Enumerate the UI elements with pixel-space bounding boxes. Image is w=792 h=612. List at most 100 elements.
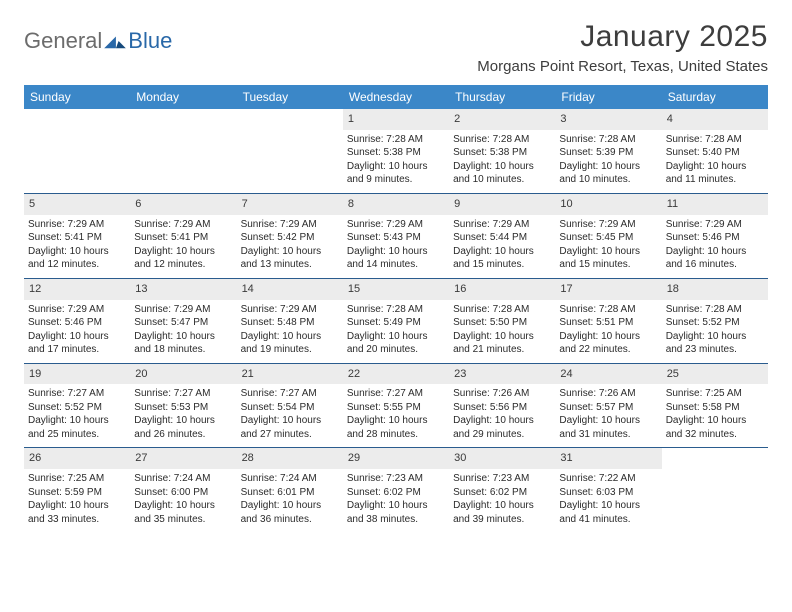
dow-sunday: Sunday [24,85,130,109]
sunset-text: Sunset: 5:59 PM [28,486,126,500]
sunset-text: Sunset: 5:48 PM [241,316,339,330]
logo-mark-icon [104,32,126,50]
day-cell: 12Sunrise: 7:29 AMSunset: 5:46 PMDayligh… [24,279,130,363]
day-number: 6 [130,194,236,215]
day-number: 4 [662,109,768,130]
week-row: 26Sunrise: 7:25 AMSunset: 5:59 PMDayligh… [24,448,768,532]
daylight-text: Daylight: 10 hours and 23 minutes. [666,330,764,357]
sunrise-text: Sunrise: 7:27 AM [28,387,126,401]
day-cell: 5Sunrise: 7:29 AMSunset: 5:41 PMDaylight… [24,194,130,278]
sunrise-text: Sunrise: 7:28 AM [666,303,764,317]
sunrise-text: Sunrise: 7:25 AM [28,472,126,486]
day-cell [24,109,130,193]
sunset-text: Sunset: 6:00 PM [134,486,232,500]
sunrise-text: Sunrise: 7:29 AM [134,303,232,317]
sunrise-text: Sunrise: 7:28 AM [666,133,764,147]
sunrise-text: Sunrise: 7:23 AM [347,472,445,486]
day-number: 13 [130,279,236,300]
sunset-text: Sunset: 5:52 PM [666,316,764,330]
week-row: 19Sunrise: 7:27 AMSunset: 5:52 PMDayligh… [24,364,768,449]
day-cell: 17Sunrise: 7:28 AMSunset: 5:51 PMDayligh… [555,279,661,363]
sunset-text: Sunset: 5:40 PM [666,146,764,160]
dow-wednesday: Wednesday [343,85,449,109]
day-cell [662,448,768,532]
day-cell: 3Sunrise: 7:28 AMSunset: 5:39 PMDaylight… [555,109,661,193]
day-cell: 19Sunrise: 7:27 AMSunset: 5:52 PMDayligh… [24,364,130,448]
day-cell: 15Sunrise: 7:28 AMSunset: 5:49 PMDayligh… [343,279,449,363]
day-number: 25 [662,364,768,385]
day-cell: 14Sunrise: 7:29 AMSunset: 5:48 PMDayligh… [237,279,343,363]
daylight-text: Daylight: 10 hours and 36 minutes. [241,499,339,526]
daylight-text: Daylight: 10 hours and 12 minutes. [28,245,126,272]
day-of-week-header: Sunday Monday Tuesday Wednesday Thursday… [24,85,768,109]
logo-text-blue: Blue [128,28,172,54]
day-cell: 20Sunrise: 7:27 AMSunset: 5:53 PMDayligh… [130,364,236,448]
sunset-text: Sunset: 5:46 PM [28,316,126,330]
daylight-text: Daylight: 10 hours and 33 minutes. [28,499,126,526]
daylight-text: Daylight: 10 hours and 16 minutes. [666,245,764,272]
month-title: January 2025 [477,20,768,54]
day-number: 21 [237,364,343,385]
day-cell: 24Sunrise: 7:26 AMSunset: 5:57 PMDayligh… [555,364,661,448]
logo: General Blue [24,20,172,54]
day-number: 23 [449,364,555,385]
sunrise-text: Sunrise: 7:26 AM [559,387,657,401]
day-number: 15 [343,279,449,300]
day-number: 19 [24,364,130,385]
dow-thursday: Thursday [449,85,555,109]
daylight-text: Daylight: 10 hours and 9 minutes. [347,160,445,187]
header-row: General Blue January 2025 Morgans Point … [24,20,768,75]
daylight-text: Daylight: 10 hours and 27 minutes. [241,414,339,441]
sunset-text: Sunset: 5:55 PM [347,401,445,415]
day-number: 9 [449,194,555,215]
day-number: 31 [555,448,661,469]
daylight-text: Daylight: 10 hours and 17 minutes. [28,330,126,357]
day-cell [237,109,343,193]
sunrise-text: Sunrise: 7:24 AM [134,472,232,486]
sunset-text: Sunset: 5:52 PM [28,401,126,415]
logo-text-general: General [24,28,102,54]
daylight-text: Daylight: 10 hours and 20 minutes. [347,330,445,357]
day-cell: 16Sunrise: 7:28 AMSunset: 5:50 PMDayligh… [449,279,555,363]
sunset-text: Sunset: 5:38 PM [453,146,551,160]
daylight-text: Daylight: 10 hours and 41 minutes. [559,499,657,526]
sunset-text: Sunset: 5:51 PM [559,316,657,330]
dow-saturday: Saturday [662,85,768,109]
daylight-text: Daylight: 10 hours and 32 minutes. [666,414,764,441]
day-cell: 18Sunrise: 7:28 AMSunset: 5:52 PMDayligh… [662,279,768,363]
sunrise-text: Sunrise: 7:27 AM [347,387,445,401]
day-cell: 10Sunrise: 7:29 AMSunset: 5:45 PMDayligh… [555,194,661,278]
title-block: January 2025 Morgans Point Resort, Texas… [477,20,768,75]
daylight-text: Daylight: 10 hours and 38 minutes. [347,499,445,526]
sunset-text: Sunset: 6:02 PM [453,486,551,500]
daylight-text: Daylight: 10 hours and 15 minutes. [559,245,657,272]
sunset-text: Sunset: 6:01 PM [241,486,339,500]
sunset-text: Sunset: 5:46 PM [666,231,764,245]
sunrise-text: Sunrise: 7:24 AM [241,472,339,486]
sunrise-text: Sunrise: 7:29 AM [28,303,126,317]
sunset-text: Sunset: 5:43 PM [347,231,445,245]
day-cell: 21Sunrise: 7:27 AMSunset: 5:54 PMDayligh… [237,364,343,448]
day-number: 17 [555,279,661,300]
day-cell: 6Sunrise: 7:29 AMSunset: 5:41 PMDaylight… [130,194,236,278]
day-cell: 25Sunrise: 7:25 AMSunset: 5:58 PMDayligh… [662,364,768,448]
day-cell: 7Sunrise: 7:29 AMSunset: 5:42 PMDaylight… [237,194,343,278]
dow-monday: Monday [130,85,236,109]
day-number: 5 [24,194,130,215]
week-row: 1Sunrise: 7:28 AMSunset: 5:38 PMDaylight… [24,109,768,194]
sunrise-text: Sunrise: 7:29 AM [559,218,657,232]
day-cell: 4Sunrise: 7:28 AMSunset: 5:40 PMDaylight… [662,109,768,193]
day-cell: 2Sunrise: 7:28 AMSunset: 5:38 PMDaylight… [449,109,555,193]
day-cell: 27Sunrise: 7:24 AMSunset: 6:00 PMDayligh… [130,448,236,532]
daylight-text: Daylight: 10 hours and 22 minutes. [559,330,657,357]
sunrise-text: Sunrise: 7:29 AM [28,218,126,232]
daylight-text: Daylight: 10 hours and 26 minutes. [134,414,232,441]
sunrise-text: Sunrise: 7:29 AM [666,218,764,232]
day-cell: 31Sunrise: 7:22 AMSunset: 6:03 PMDayligh… [555,448,661,532]
daylight-text: Daylight: 10 hours and 21 minutes. [453,330,551,357]
sunset-text: Sunset: 5:41 PM [134,231,232,245]
sunset-text: Sunset: 5:47 PM [134,316,232,330]
dow-tuesday: Tuesday [237,85,343,109]
sunset-text: Sunset: 5:44 PM [453,231,551,245]
daylight-text: Daylight: 10 hours and 10 minutes. [453,160,551,187]
